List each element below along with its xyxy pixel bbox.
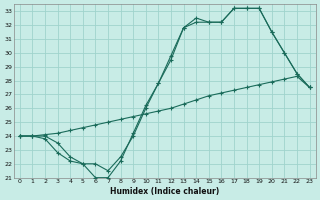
X-axis label: Humidex (Indice chaleur): Humidex (Indice chaleur) <box>110 187 219 196</box>
